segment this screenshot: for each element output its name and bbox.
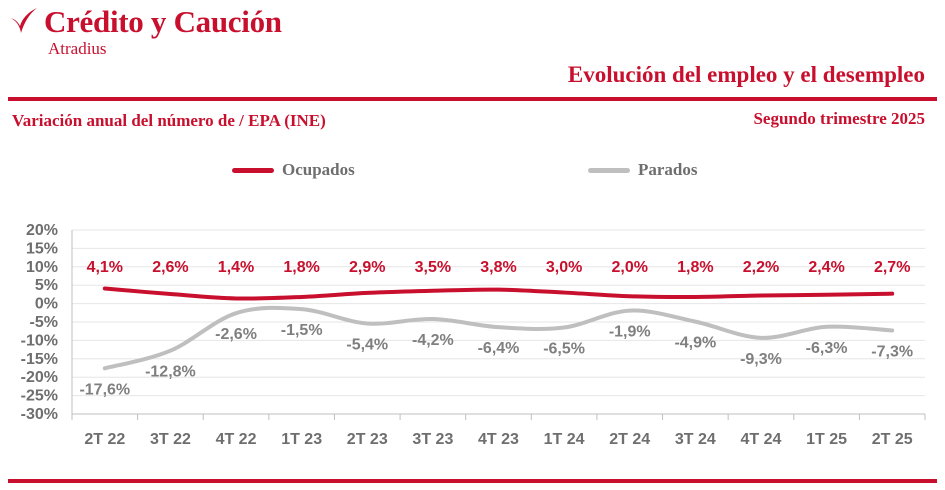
- x-tick-label: 1T 23: [281, 431, 322, 448]
- legend-label-ocupados: Ocupados: [282, 160, 355, 179]
- data-point-ocupados: [628, 294, 632, 298]
- data-point-ocupados: [693, 295, 697, 299]
- data-label-parados: -4,2%: [412, 332, 454, 349]
- y-tick-label: -20%: [21, 369, 58, 386]
- y-tick-label: 15%: [26, 240, 58, 257]
- brand-subtitle: Atradius: [48, 39, 107, 58]
- x-tick-label: 4T 23: [478, 431, 519, 448]
- data-label-ocupados: 2,7%: [874, 259, 910, 276]
- data-label-ocupados: 1,8%: [283, 259, 319, 276]
- period-label: Segundo trimestre 2025: [753, 109, 925, 128]
- data-label-parados: -1,9%: [609, 324, 651, 341]
- data-point-parados: [759, 336, 763, 340]
- data-point-ocupados: [759, 294, 763, 298]
- y-tick-label: -15%: [21, 351, 58, 368]
- data-point-ocupados: [168, 292, 172, 296]
- data-point-parados: [234, 311, 238, 315]
- bottom-divider: [8, 479, 937, 483]
- data-point-parados: [300, 307, 304, 311]
- legend-swatch-parados: [588, 167, 630, 173]
- data-point-parados: [103, 366, 107, 370]
- legend-label-parados: Parados: [638, 160, 698, 179]
- data-label-parados: -12,8%: [145, 364, 196, 381]
- legend-ocupados: Ocupados: [232, 159, 355, 181]
- y-tick-label: -10%: [21, 332, 58, 349]
- data-point-ocupados: [300, 295, 304, 299]
- data-point-ocupados: [234, 296, 238, 300]
- red-sweep-logo-icon: [10, 8, 37, 33]
- data-label-ocupados: 1,4%: [218, 259, 254, 276]
- data-point-parados: [825, 325, 829, 329]
- brand-name: Crédito y Caución: [44, 4, 282, 39]
- data-label-ocupados: 2,9%: [349, 259, 385, 276]
- data-point-parados: [365, 321, 369, 325]
- y-tick-label: 0%: [35, 296, 58, 313]
- x-tick-label: 2T 23: [347, 431, 388, 448]
- x-tick-label: 3T 23: [412, 431, 453, 448]
- data-point-ocupados: [103, 287, 107, 291]
- y-tick-label: -5%: [30, 314, 58, 331]
- data-point-ocupados: [825, 293, 829, 297]
- data-label-ocupados: 2,2%: [743, 259, 779, 276]
- data-label-ocupados: 3,0%: [546, 259, 582, 276]
- data-label-parados: -4,9%: [674, 335, 716, 352]
- legend-parados: Parados: [588, 159, 698, 181]
- top-divider: [8, 97, 937, 101]
- x-tick-label: 4T 24: [741, 431, 782, 448]
- legend-swatch-ocupados: [232, 167, 274, 173]
- data-label-ocupados: 1,8%: [677, 259, 713, 276]
- y-tick-label: 20%: [26, 222, 58, 239]
- data-point-parados: [168, 349, 172, 353]
- x-tick-label: 3T 24: [675, 431, 716, 448]
- x-tick-label: 1T 25: [806, 431, 847, 448]
- data-label-ocupados: 2,0%: [611, 259, 647, 276]
- data-point-parados: [890, 328, 894, 332]
- y-tick-label: -30%: [21, 406, 58, 423]
- data-point-parados: [431, 317, 435, 321]
- data-label-ocupados: 3,5%: [415, 259, 451, 276]
- data-label-parados: -17,6%: [79, 381, 130, 398]
- data-label-ocupados: 3,8%: [480, 259, 516, 276]
- x-tick-label: 1T 24: [544, 431, 585, 448]
- data-point-parados: [562, 326, 566, 330]
- data-point-parados: [628, 309, 632, 313]
- data-label-ocupados: 4,1%: [87, 259, 123, 276]
- data-label-parados: -6,5%: [543, 341, 585, 358]
- data-point-ocupados: [890, 292, 894, 296]
- data-label-parados: -7,3%: [871, 343, 913, 360]
- data-label-parados: -2,6%: [215, 326, 257, 343]
- y-tick-label: 5%: [35, 277, 58, 294]
- data-point-ocupados: [365, 291, 369, 295]
- data-label-parados: -1,5%: [281, 322, 323, 339]
- x-tick-label: 2T 25: [872, 431, 913, 448]
- data-point-parados: [497, 325, 500, 329]
- data-point-ocupados: [431, 289, 435, 293]
- x-tick-label: 2T 22: [84, 431, 125, 448]
- data-point-ocupados: [497, 288, 500, 292]
- data-label-parados: -5,4%: [346, 336, 388, 353]
- data-label-parados: -6,3%: [806, 340, 848, 357]
- data-label-ocupados: 2,6%: [152, 259, 188, 276]
- y-tick-label: -25%: [21, 388, 58, 405]
- chart-subtitle: Variación anual del número de / EPA (INE…: [12, 111, 326, 130]
- data-label-ocupados: 2,4%: [808, 259, 844, 276]
- y-tick-label: 10%: [26, 259, 58, 276]
- data-point-parados: [693, 320, 697, 324]
- x-tick-label: 3T 22: [150, 431, 191, 448]
- x-tick-label: 4T 22: [216, 431, 257, 448]
- data-label-parados: -6,4%: [478, 340, 520, 357]
- data-point-ocupados: [562, 291, 566, 295]
- page-title: Evolución del empleo y el desempleo: [567, 62, 925, 87]
- data-label-parados: -9,3%: [740, 351, 782, 368]
- x-tick-label: 2T 24: [609, 431, 650, 448]
